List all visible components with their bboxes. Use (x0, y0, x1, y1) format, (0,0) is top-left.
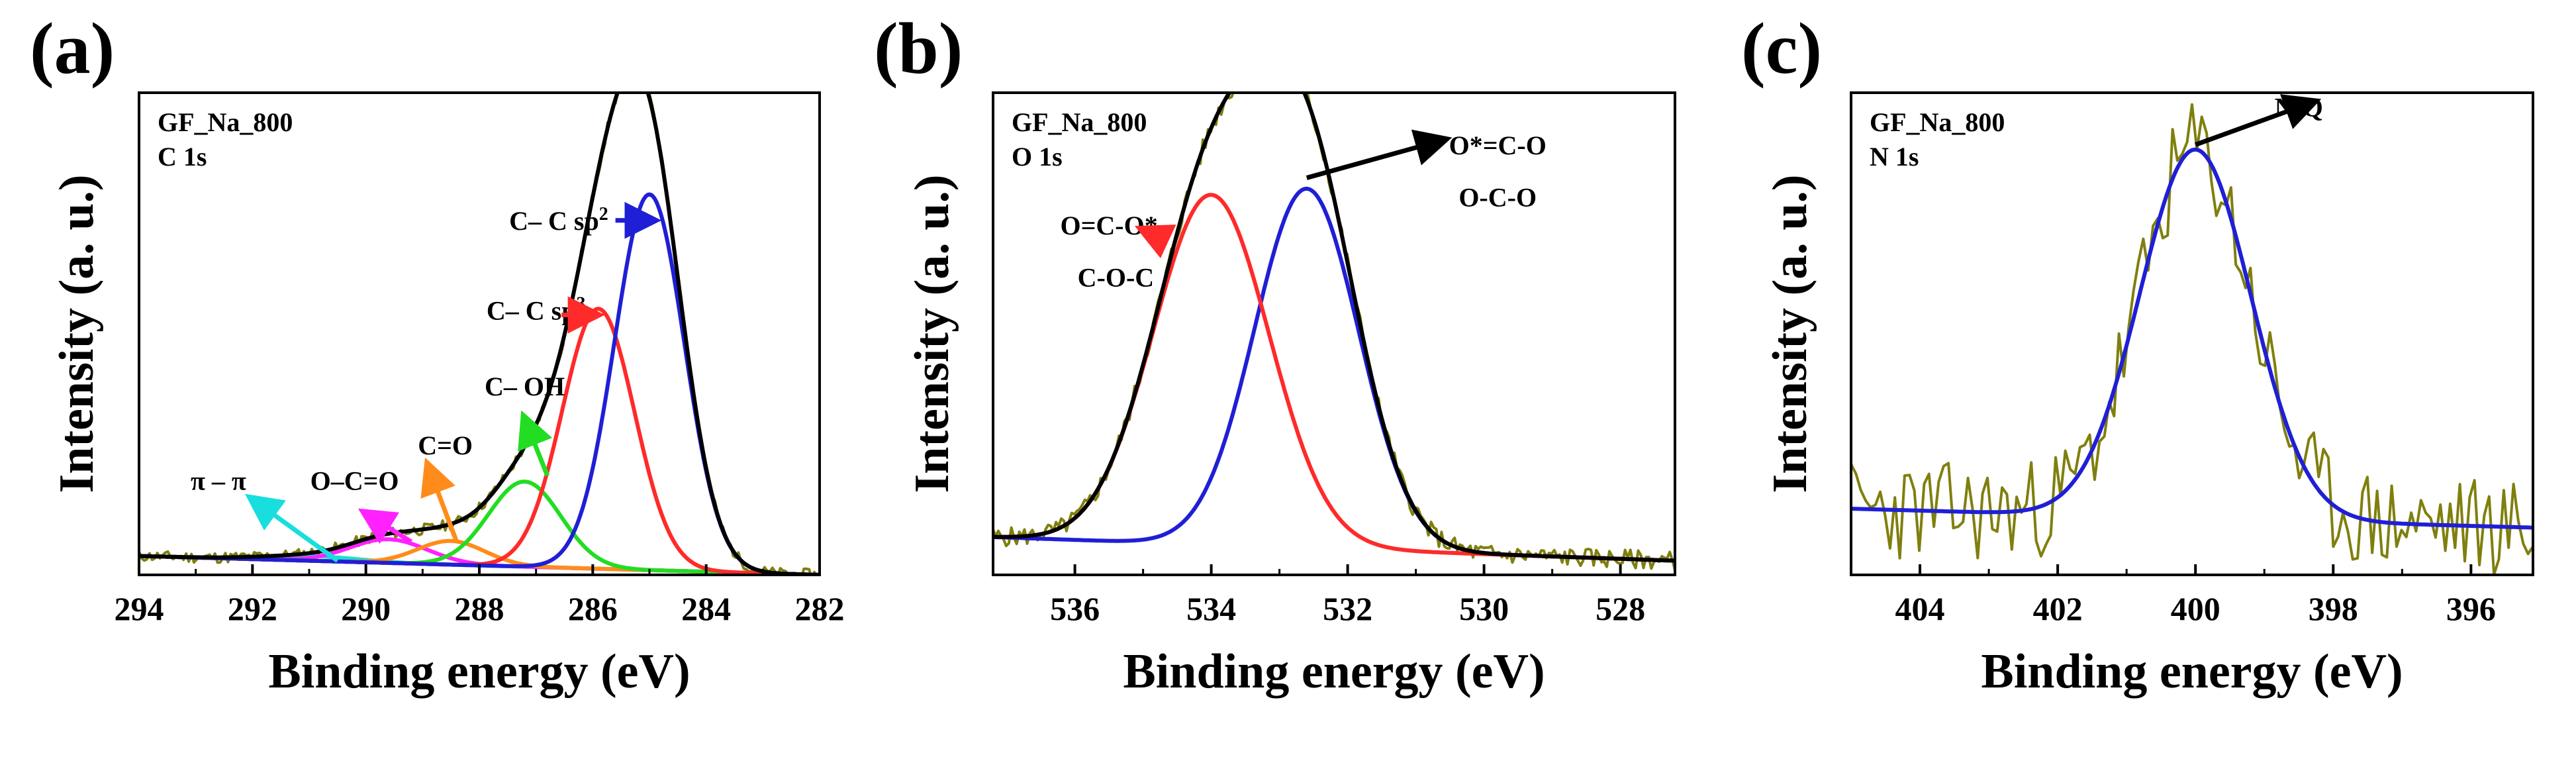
series-o-c-o-o-c-o (993, 186, 1675, 563)
info-text-0: GF_Na_800 (1012, 107, 1147, 137)
series-fit-envelope (139, 93, 820, 575)
series-n-q (1851, 147, 2533, 530)
y-axis-title: Intensity (a. u.) (1763, 174, 1817, 493)
panel-label: (c) (1741, 8, 1822, 89)
annotation-arrow (518, 410, 553, 477)
series-o-c-o-c-o-c (993, 193, 1675, 563)
annotation-arrow (1134, 225, 1176, 259)
x-axis-title: Binding energy (eV) (1123, 644, 1545, 699)
x-tick-label: 536 (1050, 590, 1100, 627)
x-tick-label: 534 (1186, 590, 1236, 627)
x-tick-label: 286 (568, 590, 618, 627)
x-tick-label: 398 (2309, 590, 2358, 627)
annotation-sup: 3 (576, 293, 585, 314)
series-fit-envelope (993, 93, 1675, 563)
series-c-c-sp3 (139, 307, 820, 575)
annotation-0: O=C-O* (1060, 211, 1157, 240)
x-tick-label: 532 (1323, 590, 1372, 627)
plot-area (139, 93, 820, 575)
info-text-1: C 1s (158, 142, 207, 172)
annotation-4: O–C=O (310, 466, 399, 496)
info-text-0: GF_Na_800 (1870, 107, 2005, 137)
x-tick-label: 402 (2033, 590, 2083, 627)
annotation-3: C=O (418, 430, 473, 460)
x-tick-label: 288 (455, 590, 504, 627)
x-axis-title: Binding energy (eV) (1981, 644, 2403, 699)
x-tick-label: 294 (115, 590, 164, 627)
annotation-arrow (2195, 94, 2322, 147)
x-tick-label: 400 (2171, 590, 2220, 627)
plot-frame (1850, 91, 2534, 576)
y-axis-title: Intensity (a. u.) (905, 174, 959, 493)
annotation-arrow (420, 457, 459, 543)
plot-area (993, 93, 1675, 571)
plot-area (1851, 103, 2533, 575)
series-experimental (139, 93, 818, 575)
x-tick-label: 292 (228, 590, 277, 627)
annotation-arrow (1306, 129, 1453, 180)
annotation-1: C– C sp3 (487, 293, 586, 326)
annotation-arrow (358, 508, 413, 544)
annotation-0: C– C sp2 (509, 203, 608, 236)
x-tick-label: 284 (681, 590, 731, 627)
x-tick-label: 282 (795, 590, 845, 627)
x-tick-label: 404 (1895, 590, 1945, 627)
plot-frame (992, 91, 1676, 576)
panel-label: (a) (30, 8, 115, 89)
x-tick-label: 290 (341, 590, 391, 627)
annotation-1: C-O-C (1078, 263, 1155, 293)
panel-b: (b) 536 534 532 530 528 Binding energy (eV) Int… (874, 8, 1676, 699)
series-experimental (1851, 103, 2533, 575)
annotation-2: C– OH (485, 372, 565, 401)
y-axis-title: Intensity (a. u.) (50, 174, 104, 493)
annotation-sup: 2 (599, 203, 608, 224)
info-text-1: N 1s (1870, 142, 1919, 172)
annotation-arrow (244, 493, 339, 563)
panel-a: (a) 294 292 290 288 286 284 282 Binding energy (… (30, 8, 845, 699)
panel-label: (b) (874, 8, 963, 89)
x-tick-label: 530 (1459, 590, 1509, 627)
annotation-2: O*=C-O (1449, 130, 1547, 160)
x-tick-label: 528 (1596, 590, 1645, 627)
annotation-5: π – π (191, 466, 246, 496)
panel-c: (c) 404 402 400 398 396 Binding energy (eV) Int… (1741, 8, 2534, 699)
info-text-1: O 1s (1012, 142, 1063, 172)
x-axis-title: Binding energy (eV) (268, 644, 690, 699)
info-text-0: GF_Na_800 (158, 107, 293, 137)
x-tick-label: 396 (2446, 590, 2496, 627)
annotation-3: O-C-O (1458, 182, 1537, 212)
